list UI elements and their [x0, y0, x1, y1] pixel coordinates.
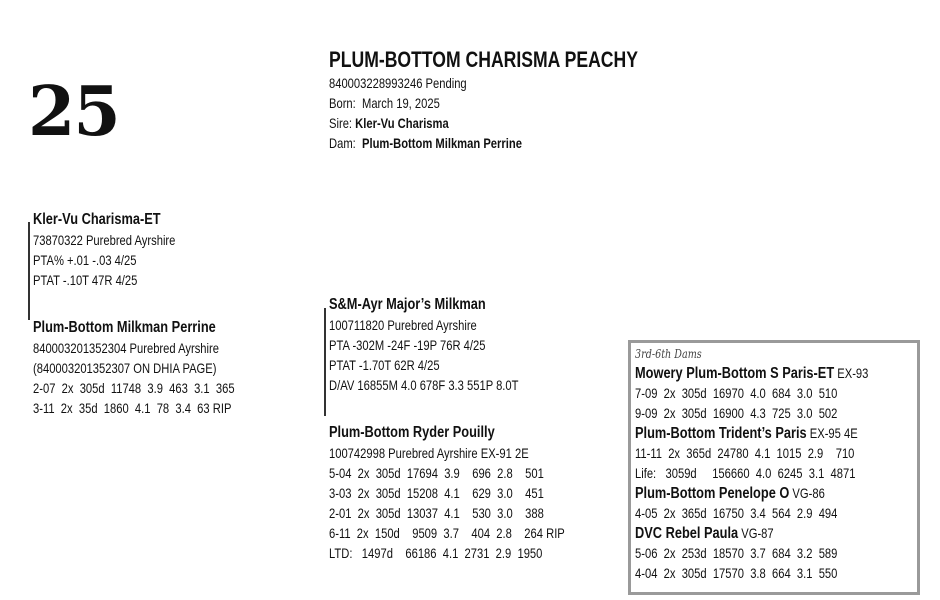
sire-block-name: Kler-Vu Charisma-ET: [33, 211, 161, 228]
grandsire-line: 100711820 Purebred Ayrshire: [329, 317, 477, 333]
dam-line: (840003201352307 ON DHIA PAGE): [33, 360, 217, 376]
maternal-granddam-name: Plum-Bottom Ryder Pouilly: [329, 424, 495, 441]
dam-line: 3-11 2x 35d 1860 4.1 78 3.4 63 RIP: [33, 400, 232, 416]
dams-box: [628, 340, 920, 595]
dam-entry-name: Plum-Bottom Penelope O: [635, 485, 790, 502]
dam-record: Life: 3059d 156660 4.0 6245 3.1 4871: [635, 465, 856, 481]
sire-name: Kler-Vu Charisma: [355, 115, 449, 131]
dam-entry-score: VG-87: [738, 525, 774, 541]
grandsire-line: PTAT -1.70T 62R 4/25: [329, 357, 440, 373]
dam-entry: Plum-Bottom Trident’s Paris EX-95 4E: [635, 423, 868, 443]
animal-name: PLUM-BOTTOM CHARISMA PEACHY: [329, 47, 638, 72]
maternal-grandsire-block: S&M-Ayr Major’s Milkman 100711820 Purebr…: [329, 295, 518, 395]
dam-record: 7-09 2x 305d 16970 4.0 684 3.0 510: [635, 385, 838, 401]
dam-entry: Mowery Plum-Bottom S Paris-ET EX-93: [635, 363, 868, 383]
dam-entry-score: VG-86: [789, 485, 825, 501]
sire-line: PTAT -.10T 47R 4/25: [33, 272, 138, 288]
granddam-record: 5-04 2x 305d 17694 3.9 696 2.8 501: [329, 465, 544, 481]
dam-name: Plum-Bottom Milkman Perrine: [361, 135, 522, 151]
granddam-line: 100742998 Purebred Ayrshire EX-91 2E: [329, 445, 529, 461]
maternal-grandsire-name: S&M-Ayr Major’s Milkman: [329, 296, 486, 313]
animal-sire: Sire: Kler-Vu Charisma: [329, 113, 638, 133]
granddam-record: LTD: 1497d 66186 4.1 2731 2.9 1950: [329, 545, 543, 561]
born-date: March 19, 2025: [362, 95, 440, 111]
grandsire-line: D/AV 16855M 4.0 678F 3.3 551P 8.0T: [329, 377, 519, 393]
dam-record: 5-06 2x 253d 18570 3.7 684 3.2 589: [635, 545, 838, 561]
animal-dam: Dam: Plum-Bottom Milkman Perrine: [329, 133, 638, 153]
lot-number: 25: [28, 72, 121, 152]
dam-entry-name: Mowery Plum-Bottom S Paris-ET: [635, 365, 835, 382]
sire-line: PTA% +.01 -.03 4/25: [33, 252, 137, 268]
dam-record: 4-04 2x 305d 17570 3.8 664 3.1 550: [635, 565, 838, 581]
dam-block: Plum-Bottom Milkman Perrine 840003201352…: [33, 318, 235, 418]
dam-line: 2-07 2x 305d 11748 3.9 463 3.1 365: [33, 380, 235, 396]
dam-label: Dam:: [329, 135, 356, 151]
animal-registration: 840003228993246 Pending: [329, 75, 467, 91]
granddam-record: 3-03 2x 305d 15208 4.1 629 3.0 451: [329, 485, 544, 501]
dam-block-name: Plum-Bottom Milkman Perrine: [33, 319, 216, 336]
dam-entry-score: EX-95 4E: [806, 425, 858, 441]
dam-entry-name: DVC Rebel Paula: [635, 525, 739, 542]
maternal-granddam-block: Plum-Bottom Ryder Pouilly 100742998 Pure…: [329, 423, 565, 563]
dam-record: 4-05 2x 365d 16750 3.4 564 2.9 494: [635, 505, 838, 521]
dam-line: 840003201352304 Purebred Ayrshire: [33, 340, 219, 356]
dam-entry: DVC Rebel Paula VG-87: [635, 523, 868, 543]
granddam-record: 2-01 2x 305d 13037 4.1 530 3.0 388: [329, 505, 544, 521]
sire-block: Kler-Vu Charisma-ET 73870322 Purebred Ay…: [33, 210, 175, 290]
pedigree-bracket: [324, 308, 326, 416]
dams-box-content: 3rd-6th Dams Mowery Plum-Bottom S Paris-…: [635, 345, 868, 583]
sire-label: Sire:: [329, 115, 353, 131]
born-label: Born:: [329, 95, 356, 111]
dams-box-heading: 3rd-6th Dams: [635, 347, 702, 361]
animal-born: Born: March 19, 2025: [329, 93, 638, 113]
dam-record: 11-11 2x 365d 24780 4.1 1015 2.9 710: [635, 445, 855, 461]
grandsire-line: PTA -302M -24F -19P 76R 4/25: [329, 337, 486, 353]
pedigree-bracket: [28, 222, 30, 320]
dam-record: 9-09 2x 305d 16900 4.3 725 3.0 502: [635, 405, 838, 421]
animal-header: PLUM-BOTTOM CHARISMA PEACHY 840003228993…: [329, 47, 638, 153]
granddam-record: 6-11 2x 150d 9509 3.7 404 2.8 264 RIP: [329, 525, 565, 541]
dam-entry-name: Plum-Bottom Trident’s Paris: [635, 425, 807, 442]
dam-entry-score: EX-93: [834, 365, 869, 381]
dam-entry: Plum-Bottom Penelope O VG-86: [635, 483, 868, 503]
sire-line: 73870322 Purebred Ayrshire: [33, 232, 176, 248]
